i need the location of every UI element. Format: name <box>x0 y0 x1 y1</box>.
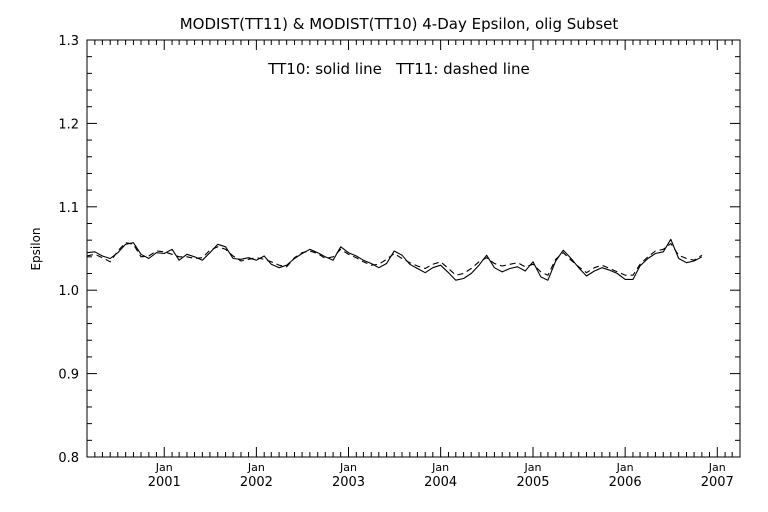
x-tick-year-label: 2006 <box>609 475 642 490</box>
x-tick-month-label: Jan <box>708 461 726 474</box>
x-tick-year-label: 2005 <box>516 475 549 490</box>
series-line-tt10 <box>87 238 703 281</box>
x-tick-year-label: 2004 <box>424 475 457 490</box>
x-tick-month-label: Jan <box>616 461 634 474</box>
plot-frame <box>86 39 741 458</box>
y-tick-label: 1.0 <box>58 284 79 299</box>
series-layer <box>87 238 703 281</box>
y-tick-label: 1.2 <box>58 117 79 132</box>
x-tick-month-label: Jan <box>524 461 542 474</box>
y-tick-label: 0.8 <box>58 451 79 466</box>
x-tick-month-label: Jan <box>247 461 265 474</box>
y-tick-label: 1.3 <box>58 34 79 49</box>
chart-title: MODIST(TT11) & MODIST(TT10) 4-Day Epsilo… <box>180 15 619 33</box>
x-tick-year-label: 2007 <box>701 475 734 490</box>
x-tick-month-label: Jan <box>431 461 449 474</box>
series-line-tt11 <box>87 242 703 276</box>
y-axis-title: Epsilon <box>29 227 43 270</box>
line-style-annotation: TT10: solid line TT11: dashed line <box>267 60 530 78</box>
x-tick-year-label: 2002 <box>240 475 273 490</box>
x-tick-year-label: 2001 <box>148 475 181 490</box>
x-tick-month-label: Jan <box>155 461 173 474</box>
y-tick-label: 0.9 <box>58 368 79 383</box>
x-tick-year-label: 2003 <box>332 475 365 490</box>
x-tick-month-label: Jan <box>339 461 357 474</box>
y-tick-label: 1.1 <box>58 201 79 216</box>
axes-layer: 0.80.91.01.11.21.3Jan2001Jan2002Jan2003J… <box>58 34 740 490</box>
